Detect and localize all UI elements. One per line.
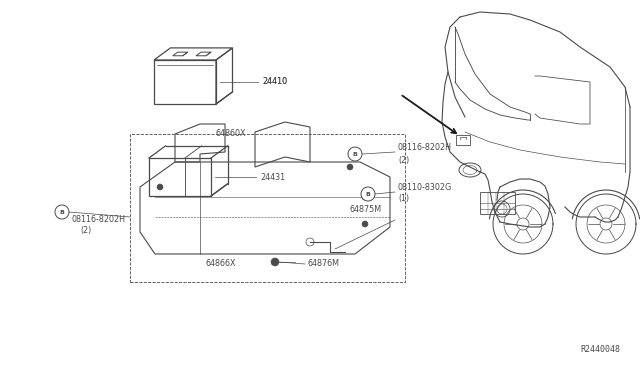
- Text: 24410: 24410: [262, 77, 287, 87]
- Text: 64875M: 64875M: [350, 205, 382, 215]
- Text: (2): (2): [80, 225, 92, 234]
- Circle shape: [348, 147, 362, 161]
- Text: R2440048: R2440048: [580, 345, 620, 354]
- Circle shape: [157, 184, 163, 190]
- Text: 08116-8202H: 08116-8202H: [398, 144, 452, 153]
- Text: B: B: [365, 192, 371, 196]
- Circle shape: [347, 164, 353, 170]
- Text: 64876M: 64876M: [308, 260, 340, 269]
- Bar: [480, 192, 515, 214]
- Circle shape: [55, 205, 69, 219]
- Circle shape: [271, 258, 279, 266]
- Text: (1): (1): [398, 195, 409, 203]
- Text: 08110-8302G: 08110-8302G: [398, 183, 452, 192]
- Bar: [130, 134, 405, 282]
- Bar: [456, 135, 470, 145]
- Text: 08116-8202H: 08116-8202H: [72, 215, 126, 224]
- Text: 64866X: 64866X: [205, 260, 236, 269]
- Text: (2): (2): [398, 155, 409, 164]
- Text: 64860X: 64860X: [215, 129, 246, 138]
- Text: 24431: 24431: [260, 173, 285, 182]
- Circle shape: [362, 221, 368, 227]
- Text: B: B: [60, 209, 65, 215]
- Text: 24410: 24410: [262, 77, 287, 87]
- Text: B: B: [353, 151, 357, 157]
- Circle shape: [362, 194, 368, 200]
- Circle shape: [361, 187, 375, 201]
